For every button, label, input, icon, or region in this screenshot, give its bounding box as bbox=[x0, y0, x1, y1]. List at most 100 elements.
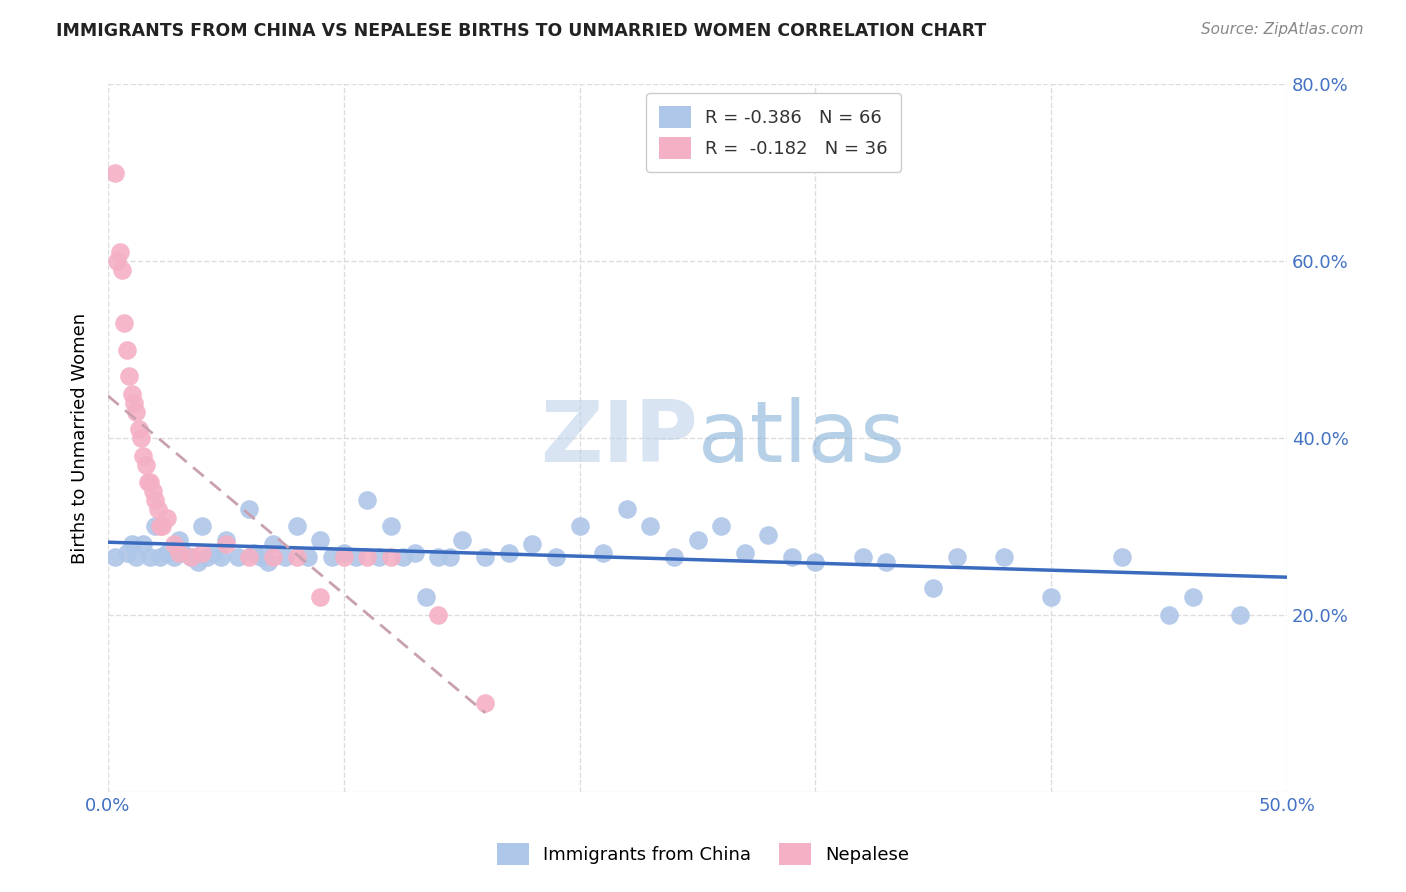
Text: ZIP: ZIP bbox=[540, 397, 697, 480]
Point bbox=[125, 404, 148, 418]
Point bbox=[104, 166, 127, 180]
Point bbox=[167, 533, 190, 547]
Point bbox=[187, 555, 209, 569]
Point bbox=[404, 546, 426, 560]
Point bbox=[115, 343, 138, 357]
Point bbox=[321, 550, 343, 565]
Text: atlas: atlas bbox=[697, 397, 905, 480]
Point bbox=[686, 533, 709, 547]
Point bbox=[238, 550, 260, 565]
Point bbox=[662, 550, 685, 565]
Point bbox=[356, 492, 378, 507]
Point bbox=[149, 519, 172, 533]
Point bbox=[215, 533, 238, 547]
Point bbox=[309, 591, 332, 605]
Point bbox=[780, 550, 803, 565]
Point bbox=[146, 501, 169, 516]
Point bbox=[163, 537, 186, 551]
Point bbox=[474, 696, 496, 710]
Point bbox=[135, 458, 157, 472]
Point bbox=[191, 519, 214, 533]
Point bbox=[115, 546, 138, 560]
Point bbox=[163, 550, 186, 565]
Point bbox=[804, 555, 827, 569]
Point bbox=[202, 546, 225, 560]
Point bbox=[391, 550, 413, 565]
Point bbox=[544, 550, 567, 565]
Point bbox=[309, 533, 332, 547]
Point bbox=[107, 254, 129, 268]
Point bbox=[993, 550, 1015, 565]
Point bbox=[114, 316, 136, 330]
Text: Source: ZipAtlas.com: Source: ZipAtlas.com bbox=[1201, 22, 1364, 37]
Point bbox=[156, 546, 179, 560]
Point bbox=[142, 484, 165, 499]
Point bbox=[257, 555, 280, 569]
Point bbox=[136, 475, 159, 490]
Point bbox=[191, 546, 214, 560]
Point bbox=[132, 449, 155, 463]
Point bbox=[474, 550, 496, 565]
Point bbox=[616, 501, 638, 516]
Point bbox=[129, 431, 152, 445]
Point bbox=[172, 546, 194, 560]
Point bbox=[427, 550, 450, 565]
Point bbox=[498, 546, 520, 560]
Point bbox=[1040, 591, 1063, 605]
Point bbox=[180, 550, 202, 565]
Point bbox=[262, 550, 284, 565]
Point bbox=[380, 519, 402, 533]
Point bbox=[226, 550, 249, 565]
Point bbox=[852, 550, 875, 565]
Point bbox=[139, 475, 162, 490]
Point bbox=[125, 550, 148, 565]
Point bbox=[344, 550, 367, 565]
Point bbox=[522, 537, 544, 551]
Text: IMMIGRANTS FROM CHINA VS NEPALESE BIRTHS TO UNMARRIED WOMEN CORRELATION CHART: IMMIGRANTS FROM CHINA VS NEPALESE BIRTHS… bbox=[56, 22, 987, 40]
Point bbox=[150, 519, 173, 533]
Legend: R = -0.386   N = 66, R =  -0.182   N = 36: R = -0.386 N = 66, R = -0.182 N = 36 bbox=[645, 94, 901, 172]
Point bbox=[285, 550, 308, 565]
Point bbox=[262, 537, 284, 551]
Point bbox=[108, 245, 131, 260]
Point bbox=[333, 546, 356, 560]
Point bbox=[415, 591, 437, 605]
Point bbox=[439, 550, 461, 565]
Point bbox=[710, 519, 733, 533]
Point bbox=[238, 501, 260, 516]
Point bbox=[756, 528, 779, 542]
Point bbox=[875, 555, 897, 569]
Point bbox=[149, 550, 172, 565]
Point bbox=[1159, 607, 1181, 622]
Point bbox=[128, 422, 150, 436]
Point bbox=[121, 387, 143, 401]
Point bbox=[922, 582, 945, 596]
Point bbox=[285, 519, 308, 533]
Point bbox=[111, 263, 134, 277]
Point bbox=[118, 369, 141, 384]
Point bbox=[104, 550, 127, 565]
Point bbox=[427, 607, 450, 622]
Point bbox=[734, 546, 756, 560]
Point bbox=[640, 519, 662, 533]
Point bbox=[121, 537, 143, 551]
Point bbox=[132, 537, 155, 551]
Point bbox=[368, 550, 391, 565]
Point bbox=[356, 550, 378, 565]
Legend: Immigrants from China, Nepalese: Immigrants from China, Nepalese bbox=[488, 834, 918, 874]
Point bbox=[568, 519, 591, 533]
Point bbox=[333, 550, 356, 565]
Point bbox=[167, 546, 190, 560]
Point bbox=[195, 550, 218, 565]
Point bbox=[156, 510, 179, 524]
Point bbox=[1229, 607, 1251, 622]
Point bbox=[209, 550, 232, 565]
Point bbox=[592, 546, 614, 560]
Point bbox=[297, 550, 319, 565]
Point bbox=[215, 537, 238, 551]
Point bbox=[243, 546, 266, 560]
Point bbox=[143, 492, 166, 507]
Point bbox=[274, 550, 297, 565]
Point bbox=[139, 550, 162, 565]
Y-axis label: Births to Unmarried Women: Births to Unmarried Women bbox=[72, 312, 89, 564]
